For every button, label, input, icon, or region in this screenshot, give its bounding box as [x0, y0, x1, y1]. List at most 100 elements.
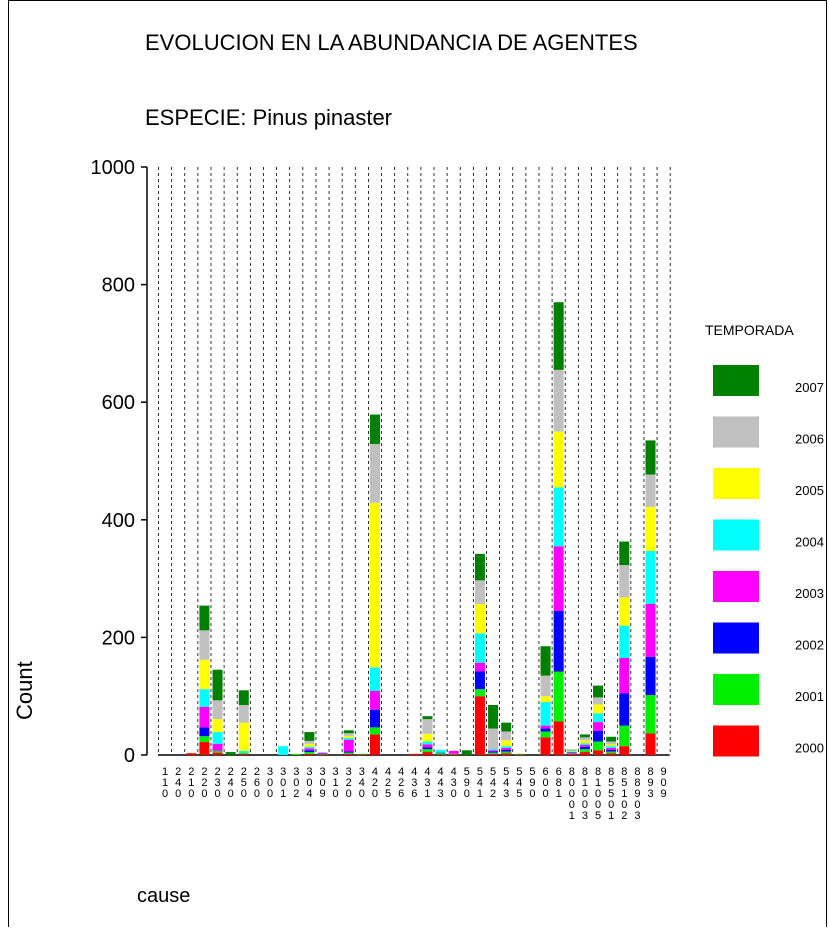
bar-segment [343, 751, 354, 753]
x-tick-label: 1 [608, 810, 614, 822]
x-tick-label: 3 [267, 766, 273, 778]
x-tick-label: 0 [188, 788, 194, 800]
bar-segment [501, 749, 512, 752]
bar-segment [304, 746, 315, 749]
bar-segment [199, 727, 210, 737]
x-tick-label: 0 [254, 788, 260, 800]
x-tick-label: 1 [582, 777, 588, 789]
x-tick-label: 6 [556, 766, 562, 778]
bar-segment [212, 719, 223, 733]
x-tick-label: 0 [542, 777, 548, 789]
bar-segment [579, 749, 590, 753]
bar-segment [212, 669, 223, 701]
y-tick-label: 1000 [91, 157, 136, 179]
x-tick-label: 2 [228, 766, 234, 778]
x-tick-label: 0 [267, 788, 273, 800]
chart-title: EVOLUCION EN LA ABUNDANCIA DE AGENTES [145, 30, 638, 55]
bar-segment [606, 746, 617, 748]
x-tick-label: 2 [201, 766, 207, 778]
bar-segment [238, 753, 249, 755]
bar-segment [606, 751, 617, 754]
y-tick-label: 0 [124, 745, 135, 767]
x-tick-label: 4 [398, 766, 404, 778]
x-tick-label: 1 [333, 777, 339, 789]
bar-segment [593, 741, 604, 751]
bar-segment [212, 700, 223, 720]
bar-segment [488, 751, 499, 753]
x-tick-label: 0 [582, 799, 588, 811]
x-tick-label: 0 [529, 788, 535, 800]
x-tick-label: 2 [490, 788, 496, 800]
bar-segment [553, 721, 564, 755]
bar-segment [593, 730, 604, 742]
x-tick-label: 2 [385, 777, 391, 789]
x-tick-label: 2 [293, 788, 299, 800]
x-tick-label: 9 [647, 777, 653, 789]
bar-segment [422, 716, 433, 720]
bar-segment [291, 753, 302, 755]
bar-segment [606, 744, 617, 747]
legend-swatch [713, 416, 759, 448]
bar-segment [619, 746, 630, 755]
bar-segment [343, 752, 354, 754]
legend-label: 2000 [795, 741, 824, 756]
bar-segment [566, 750, 577, 752]
x-tick-label: 6 [398, 788, 404, 800]
bar-segment [645, 733, 656, 755]
y-tick-label: 400 [102, 510, 135, 532]
x-tick-label: 9 [634, 788, 640, 800]
x-tick-label: 4 [411, 766, 417, 778]
bar-segment [199, 659, 210, 690]
bar-segment [488, 705, 499, 729]
bar-segment [369, 414, 380, 444]
x-tick-label: 2 [398, 777, 404, 789]
x-tick-label: 4 [385, 766, 391, 778]
bar-segment [488, 752, 499, 754]
bar-segment [199, 742, 210, 755]
bar-segment [435, 752, 446, 754]
x-tick-label: 3 [503, 788, 509, 800]
x-tick-label: 5 [490, 766, 496, 778]
bar-segment [461, 750, 472, 755]
bar-segment [619, 597, 630, 626]
bar-segment [566, 752, 577, 754]
bar-segment [593, 750, 604, 755]
x-tick-label: 8 [634, 777, 640, 789]
x-tick-label: 0 [569, 788, 575, 800]
bar-segment [514, 753, 525, 755]
x-tick-label: 4 [451, 766, 457, 778]
bar-segment [553, 546, 564, 611]
bar-segment [225, 752, 236, 755]
x-tick-label: 4 [359, 777, 365, 789]
x-tick-label: 5 [516, 788, 522, 800]
x-tick-label: 0 [346, 788, 352, 800]
x-tick-label: 3 [424, 777, 430, 789]
x-tick-label: 6 [542, 766, 548, 778]
bar-segment [343, 739, 354, 752]
bar-segment [619, 693, 630, 726]
x-tick-label: 0 [306, 777, 312, 789]
x-tick-label: 3 [582, 810, 588, 822]
bar-segment [317, 753, 328, 754]
x-tick-label: 9 [661, 788, 667, 800]
bar-segment [238, 705, 249, 723]
bar-segment [566, 753, 577, 755]
bar-segment [474, 603, 485, 634]
bar-segment [238, 722, 249, 751]
bar-segment [501, 740, 512, 747]
x-tick-label: 1 [162, 777, 168, 789]
bar-segment [540, 696, 551, 703]
bar-segment [369, 667, 380, 691]
bar-segment [501, 746, 512, 748]
bar-segment [317, 754, 328, 755]
bar-segment [645, 440, 656, 475]
chart-frame [8, 0, 827, 927]
bar-segment [369, 709, 380, 728]
x-tick-label: 1 [477, 788, 483, 800]
legend-swatch [713, 468, 759, 499]
x-tick-label: 1 [595, 777, 601, 789]
x-tick-label: 0 [451, 788, 457, 800]
x-tick-label: 0 [595, 788, 601, 800]
bar-segment [606, 736, 617, 742]
